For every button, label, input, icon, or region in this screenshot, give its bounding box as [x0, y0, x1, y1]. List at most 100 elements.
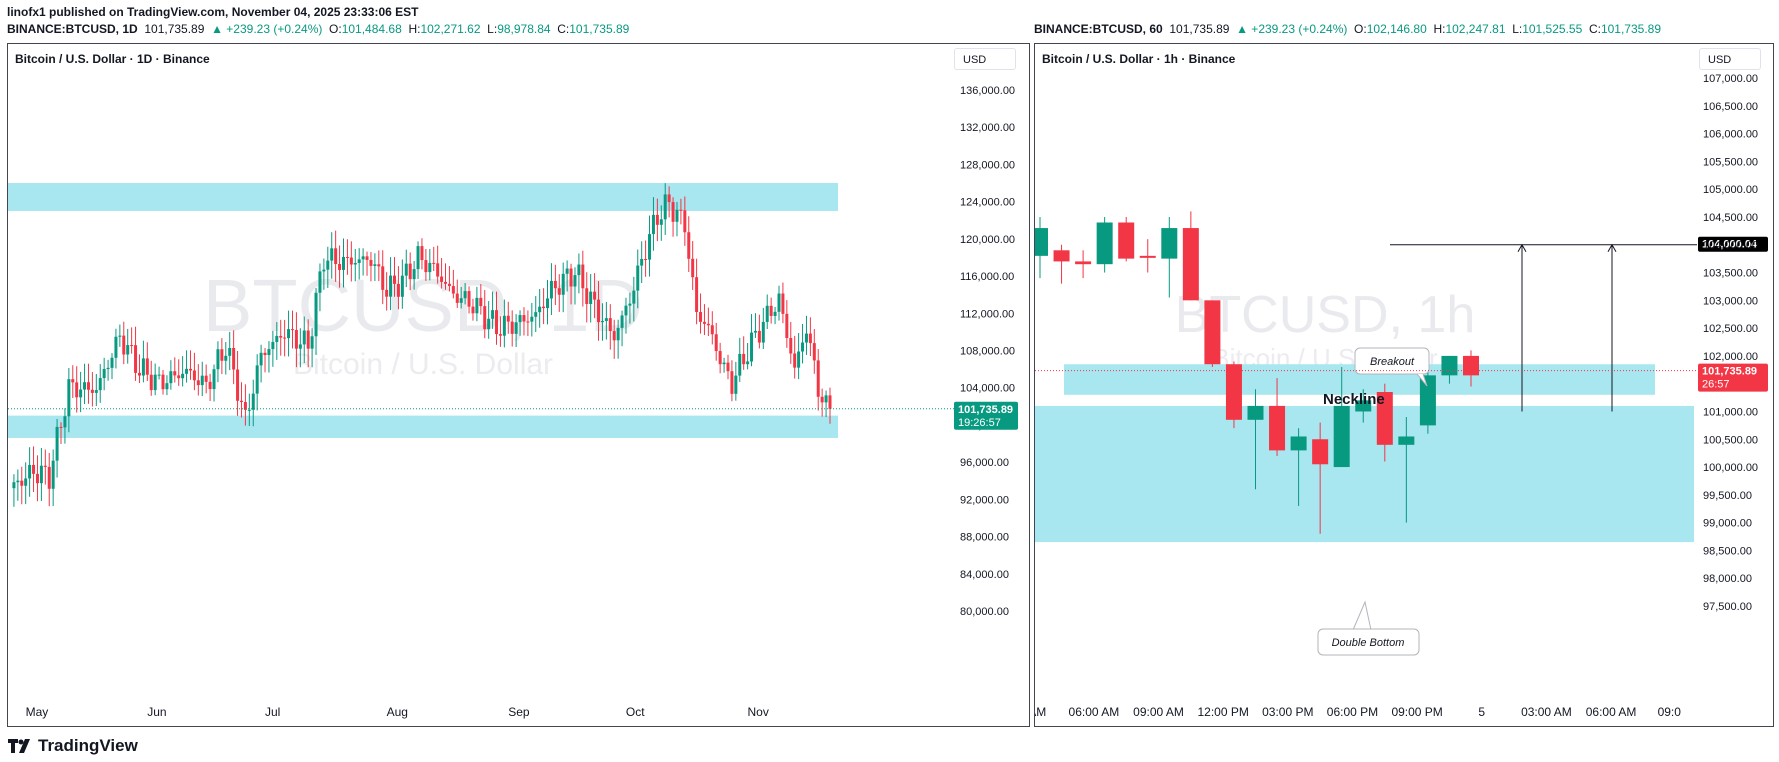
daily-last-price-tag	[954, 401, 1018, 430]
daily-candle-body	[369, 259, 373, 266]
daily-candle-body	[349, 257, 353, 265]
daily-candle-body	[718, 351, 722, 365]
daily-candle-body	[742, 353, 746, 365]
hourly-chart-title: Bitcoin / U.S. Dollar · 1h · Binance	[1042, 52, 1236, 66]
daily-candle-body	[306, 330, 310, 349]
daily-candle-body	[251, 393, 255, 410]
daily-candle-body	[702, 321, 706, 324]
left-l-label: L:	[487, 22, 498, 36]
daily-candle-body	[687, 232, 691, 259]
daily-candle-body	[216, 349, 220, 370]
daily-candle-body	[440, 276, 444, 282]
daily-candle-body	[385, 289, 389, 297]
daily-candle-body	[122, 335, 126, 355]
daily-candle-body	[341, 256, 345, 270]
daily-candle-body	[510, 321, 514, 334]
hourly-x-tick: 03:00 PM	[1262, 705, 1313, 719]
hourly-x-tick: 09:0	[1658, 705, 1682, 719]
daily-candle-body	[330, 248, 334, 261]
daily-candle-body	[549, 280, 553, 299]
hourly-candle-body	[1075, 261, 1092, 265]
daily-candle-body	[314, 292, 318, 337]
daily-y-tick: 132,000.00	[960, 122, 1015, 134]
daily-candle-body	[361, 256, 365, 260]
breakout-label: Breakout	[1370, 356, 1415, 368]
daily-candle-body	[377, 264, 381, 267]
tradingview-logo-icon	[8, 739, 30, 753]
daily-y-tick: 120,000.00	[960, 234, 1015, 246]
breakout-box	[1354, 347, 1430, 375]
publish-info: linofx1 published on TradingView.com, No…	[7, 5, 418, 19]
daily-candle-body	[232, 348, 236, 370]
daily-candle-body	[239, 400, 243, 403]
hourly-candle-body	[1139, 255, 1156, 258]
daily-candle-body	[730, 371, 734, 394]
daily-chart-panel[interactable]: BTCUSD, 1D Bitcoin / U.S. Dollar 80,000.0…	[7, 43, 1030, 727]
hourly-x-tick: 09:00 AM	[1133, 705, 1184, 719]
tradingview-logo[interactable]: TradingView	[8, 736, 138, 756]
daily-candle-body	[287, 329, 291, 339]
daily-candle-body	[738, 353, 742, 376]
daily-candle-body	[569, 268, 573, 287]
daily-candle-body	[326, 260, 330, 270]
hourly-currency-button[interactable]: USD	[1699, 48, 1761, 70]
right-symbol[interactable]: BINANCE:BTCUSD, 60	[1034, 22, 1163, 36]
daily-candle-body	[106, 367, 110, 370]
daily-candle-body	[518, 315, 522, 323]
daily-candle-body	[302, 330, 306, 345]
double-bottom-pointer	[1352, 600, 1372, 631]
daily-candle-body	[365, 256, 369, 260]
daily-candle-body	[75, 382, 79, 398]
hourly-candle-body	[1053, 250, 1070, 262]
daily-candle-body	[750, 332, 754, 362]
hourly-y-tick: 104,500.00	[1703, 212, 1758, 224]
hourly-y-tick: 99,000.00	[1703, 518, 1752, 530]
daily-candle-body	[734, 375, 738, 394]
daily-candle-body	[334, 248, 338, 264]
double-bottom-box	[1317, 628, 1420, 656]
hourly-x-tick: 06:00 AM	[1069, 705, 1120, 719]
hourly-candle-body	[1225, 364, 1242, 420]
hourly-y-tick: 106,000.00	[1703, 129, 1758, 141]
daily-currency-button[interactable]: USD	[954, 48, 1016, 70]
daily-candle-body	[597, 299, 601, 323]
daily-candle-body	[746, 361, 750, 365]
daily-candle-body	[710, 325, 714, 335]
daily-candle-body	[173, 371, 177, 376]
daily-candle-body	[357, 259, 361, 264]
right-price: 101,735.89	[1169, 22, 1230, 36]
daily-candle-body	[436, 263, 440, 277]
daily-candle-body	[236, 369, 240, 401]
daily-candle-body	[161, 374, 165, 390]
daily-candle-body	[39, 465, 43, 484]
daily-candle-body	[808, 333, 812, 344]
left-symbol[interactable]: BINANCE:BTCUSD, 1D	[7, 22, 138, 36]
daily-candle-body	[628, 303, 632, 306]
daily-candle-body	[165, 383, 169, 390]
hourly-y-tick: 100,500.00	[1703, 434, 1758, 446]
daily-watermark: BTCUSD, 1D	[203, 264, 643, 347]
hourly-y-tick: 97,500.00	[1703, 601, 1752, 613]
daily-candle-body	[416, 246, 420, 270]
daily-candle-body	[196, 380, 200, 386]
hourly-candle-body	[1161, 228, 1178, 259]
daily-candle-body	[498, 334, 502, 336]
daily-candle-body	[491, 310, 495, 319]
daily-candle-body	[487, 318, 491, 330]
daily-candle-body	[404, 263, 408, 276]
right-high: 102,247.81	[1445, 22, 1506, 36]
daily-candle-body	[220, 349, 224, 361]
hourly-y-tick: 107,000.00	[1703, 73, 1758, 85]
daily-candle-body	[506, 315, 510, 322]
hourly-x-tick: 5	[1478, 705, 1485, 719]
hourly-candle-body	[1419, 375, 1436, 426]
hourly-x-tick: 06:00 PM	[1327, 705, 1378, 719]
hourly-candle-body	[1035, 228, 1048, 256]
daily-candle-body	[753, 330, 757, 333]
hourly-chart-panel[interactable]: BTCUSD, 1h Bitcoin / U.S. Dollar Neckline…	[1034, 43, 1774, 727]
daily-candle-body	[679, 209, 683, 211]
daily-candle-body	[255, 365, 259, 394]
double-bottom-label: Double Bottom	[1332, 637, 1405, 649]
